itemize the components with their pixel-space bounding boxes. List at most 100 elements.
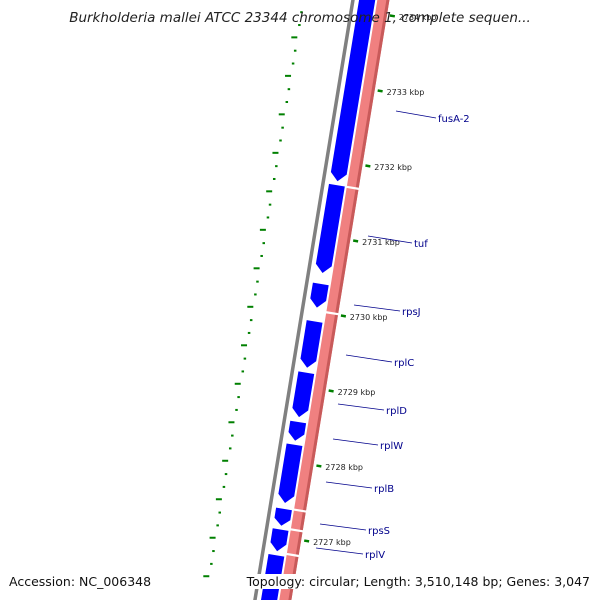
forward-gene-arrow (274, 507, 292, 526)
reverse-strand-shade (288, 0, 390, 600)
gc-skew-mark (300, 11, 303, 14)
gc-skew-mark (212, 550, 215, 553)
kbp-tick-label: 2729 kbp (338, 388, 376, 397)
gc-skew-mark (247, 331, 251, 334)
gene-label-leader (315, 547, 364, 555)
kbp-tick-mark (352, 239, 359, 243)
gene-label: rplB (374, 484, 394, 495)
forward-gene-arrow (330, 0, 376, 182)
gene-label: tuf (414, 239, 428, 250)
gene-label: rpsJ (402, 307, 421, 318)
gc-skew-mark (262, 242, 265, 245)
gc-skew-mark (266, 190, 273, 193)
reverse-strand-gap (285, 552, 300, 558)
gene-label-leader (332, 438, 379, 446)
gene-label: rpsS (368, 526, 390, 537)
gc-skew-mark (285, 101, 289, 104)
forward-gene-arrow (310, 282, 329, 308)
gc-skew-mark (209, 536, 216, 539)
kbp-tick-label: 2733 kbp (387, 88, 425, 97)
gene-label-leader (353, 304, 401, 312)
forward-gene-arrow (288, 420, 307, 441)
reverse-strand-gap (325, 311, 340, 316)
forward-gene-arrow (292, 371, 315, 418)
reverse-strand-gap (345, 185, 360, 191)
gc-skew-mark (228, 421, 235, 424)
gc-skew-mark (259, 228, 266, 231)
gc-skew-mark (249, 319, 253, 322)
gene-label-leader (367, 235, 413, 244)
gene-labels: fusA-2 tuf rpsJ rplC rplD rplW rplB rpsS rplV (315, 110, 470, 561)
gene-label: rplW (380, 441, 403, 452)
gc-skew-mark (281, 126, 284, 129)
accession-label: Accession: NC_006348 (9, 574, 152, 589)
gc-skew-mark (243, 357, 247, 360)
kbp-tick-label: 2731 kbp (362, 238, 400, 247)
gc-skew-mark (291, 36, 298, 39)
gc-skew-mark (256, 280, 259, 283)
backbone-track (253, 0, 355, 600)
kbp-tick-mark (303, 539, 310, 543)
kbp-tick-label: 2727 kbp (313, 538, 351, 547)
kbp-tick-mark (365, 164, 371, 168)
kbp-tick-mark (340, 314, 347, 318)
kbp-tick-label: 2732 kbp (374, 163, 412, 172)
gc-skew-mark (279, 139, 282, 142)
backbone-line (253, 0, 355, 600)
gc-skew-mark (287, 88, 291, 91)
reverse-strand-gap (292, 508, 307, 513)
kbp-tick-mark (377, 89, 383, 93)
gene-label: fusA-2 (438, 114, 470, 125)
gc-skew-mark (285, 74, 292, 77)
gc-skew-mark (291, 62, 295, 65)
forward-gene-arrow (278, 443, 303, 503)
gc-skew-mark (298, 24, 301, 27)
reverse-strand-track (279, 0, 390, 600)
kbp-tick-label: 2730 kbp (350, 313, 388, 322)
forward-gene-arrow (270, 528, 289, 552)
gc-skew-mark (235, 408, 238, 411)
gc-skew-mark (266, 216, 270, 219)
gc-skew-track (203, 11, 303, 578)
kbp-tick-label: 2728 kbp (325, 463, 363, 472)
gc-skew-mark (210, 562, 213, 565)
gc-skew-mark (293, 49, 297, 52)
gene-label: rplC (394, 358, 414, 369)
kbp-ticks: 2734 kbp 2733 kbp 2732 kbp 2731 kbp 2730 kbp… (303, 13, 437, 547)
gc-skew-mark (278, 113, 285, 116)
gc-skew-mark (275, 165, 278, 168)
gc-skew-mark (218, 511, 221, 514)
forward-strand-track (261, 0, 376, 600)
gc-skew-mark (234, 382, 241, 385)
gc-skew-mark (231, 434, 234, 437)
kbp-tick-label: 2734 kbp (399, 13, 437, 22)
gc-skew-mark (253, 267, 260, 270)
gc-skew-mark (203, 575, 210, 578)
gene-label: rplD (386, 406, 407, 417)
gc-skew-mark (260, 254, 263, 257)
gc-skew-mark (254, 293, 257, 296)
gc-skew-mark (216, 524, 219, 527)
gc-skew-mark (224, 473, 228, 476)
forward-gene-arrow (315, 183, 345, 273)
gene-label-leader (395, 110, 437, 119)
gc-skew-mark (241, 344, 248, 347)
reverse-strand-gap (289, 528, 304, 533)
kbp-tick-mark (389, 14, 396, 18)
kbp-tick-mark (328, 389, 334, 393)
gc-skew-mark (215, 498, 222, 501)
gc-skew-mark (241, 370, 245, 373)
gc-skew-mark (272, 151, 279, 154)
gene-label-leader (345, 354, 393, 363)
gene-label-leader (325, 481, 373, 489)
topology-summary: Topology: circular; Length: 3,510,148 bp… (246, 574, 590, 589)
gc-skew-mark (222, 459, 229, 462)
gc-skew-mark (222, 485, 226, 488)
gc-skew-mark (272, 177, 276, 180)
gc-skew-mark (247, 305, 254, 308)
gc-skew-mark (228, 447, 232, 450)
map-title: Burkholderia mallei ATCC 23344 chromosom… (69, 10, 531, 26)
forward-gene-arrow (300, 320, 323, 368)
